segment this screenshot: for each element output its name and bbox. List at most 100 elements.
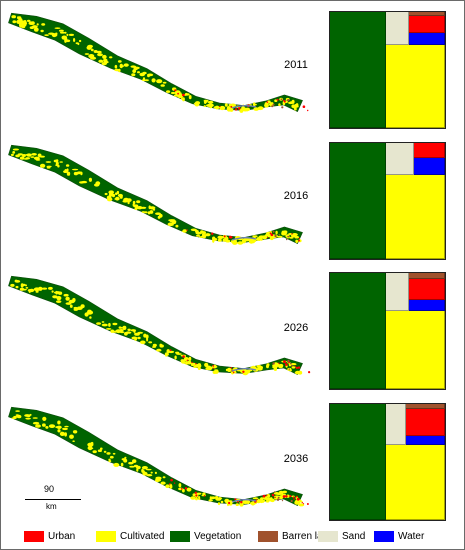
region-cultivated bbox=[33, 27, 39, 32]
region-urban bbox=[203, 495, 206, 497]
region-cultivated bbox=[96, 322, 102, 325]
region-cultivated bbox=[206, 365, 211, 368]
region-cultivated bbox=[101, 323, 108, 327]
region-water bbox=[231, 237, 257, 241]
region-cultivated bbox=[48, 424, 56, 428]
region-cultivated bbox=[142, 77, 146, 81]
region-barren-land bbox=[290, 499, 293, 503]
region-cultivated bbox=[182, 488, 185, 493]
region-barren-land bbox=[272, 103, 275, 106]
region-cultivated bbox=[154, 471, 157, 475]
region-cultivated bbox=[162, 81, 167, 84]
region-cultivated bbox=[226, 107, 232, 112]
region-cultivated bbox=[55, 290, 58, 295]
region-cultivated bbox=[39, 155, 45, 158]
region-barren-land bbox=[278, 233, 280, 236]
region-cultivated bbox=[145, 334, 149, 339]
region-urban bbox=[301, 502, 303, 504]
scale-bar-value: 90 bbox=[44, 484, 55, 494]
region-cultivated bbox=[31, 153, 37, 156]
region-cultivated bbox=[190, 228, 197, 231]
region-urban bbox=[180, 488, 183, 490]
region-cultivated bbox=[131, 73, 136, 77]
region-cultivated bbox=[298, 370, 303, 375]
region-cultivated bbox=[54, 27, 61, 30]
region-cultivated bbox=[96, 50, 102, 54]
region-cultivated bbox=[97, 449, 102, 452]
region-cultivated bbox=[123, 63, 129, 67]
region-cultivated bbox=[194, 101, 201, 105]
region-cultivated bbox=[108, 458, 111, 461]
region-urban bbox=[285, 363, 288, 366]
region-cultivated bbox=[246, 500, 250, 505]
region-urban bbox=[297, 366, 300, 369]
region-cultivated bbox=[117, 60, 122, 63]
region-cultivated bbox=[119, 65, 125, 67]
region-cultivated bbox=[133, 332, 141, 336]
region-urban bbox=[174, 482, 176, 484]
region-cultivated bbox=[155, 476, 162, 480]
region-cultivated bbox=[139, 72, 145, 77]
region-cultivated bbox=[207, 100, 214, 104]
region-barren-land bbox=[280, 98, 283, 101]
treemap-2036 bbox=[329, 403, 446, 521]
region-cultivated bbox=[272, 364, 277, 368]
region-cultivated bbox=[267, 235, 271, 238]
region-cultivated bbox=[224, 103, 228, 107]
region-cultivated bbox=[213, 106, 220, 109]
region-cultivated bbox=[152, 208, 156, 211]
region-barren-land bbox=[287, 359, 290, 363]
region-cultivated bbox=[65, 39, 71, 43]
region-cultivated bbox=[217, 235, 224, 240]
region-barren-land bbox=[274, 234, 277, 238]
region-cultivated bbox=[156, 348, 162, 352]
region-cultivated bbox=[12, 20, 17, 24]
region-cultivated bbox=[180, 359, 185, 363]
legend-swatch-cultivated bbox=[96, 530, 116, 542]
region-cultivated bbox=[66, 171, 71, 176]
region-urban bbox=[195, 363, 197, 365]
region-cultivated bbox=[298, 500, 303, 503]
region-urban bbox=[307, 109, 309, 112]
region-cultivated bbox=[278, 365, 283, 369]
region-cultivated bbox=[61, 35, 68, 40]
region-barren-land bbox=[271, 105, 274, 108]
region-cultivated bbox=[103, 450, 107, 453]
region-cultivated bbox=[35, 290, 39, 293]
region-cultivated bbox=[294, 107, 297, 111]
region-cultivated bbox=[226, 367, 232, 372]
treemap-cell-vegetation bbox=[330, 404, 386, 520]
region-cultivated bbox=[298, 503, 305, 507]
region-cultivated bbox=[114, 198, 120, 200]
region-urban bbox=[278, 362, 280, 364]
region-cultivated bbox=[115, 192, 118, 195]
region-urban bbox=[302, 105, 306, 108]
region-cultivated bbox=[151, 78, 156, 83]
land-cover-map-2036 bbox=[8, 406, 309, 507]
region-cultivated bbox=[119, 331, 125, 334]
region-cultivated bbox=[147, 73, 154, 77]
year-label-2036: 2036 bbox=[283, 453, 309, 465]
region-cultivated bbox=[188, 95, 192, 100]
region-urban bbox=[293, 498, 295, 500]
treemap-cell-water bbox=[409, 33, 445, 45]
region-cultivated bbox=[19, 156, 25, 160]
region-urban bbox=[213, 367, 215, 369]
region-cultivated bbox=[15, 410, 20, 412]
region-cultivated bbox=[21, 288, 27, 291]
region-cultivated bbox=[182, 97, 185, 102]
legend-label-barren-land: Barren land bbox=[282, 530, 334, 542]
region-cultivated bbox=[146, 474, 153, 477]
treemap-cell-urban bbox=[406, 409, 445, 436]
region-urban bbox=[182, 93, 185, 97]
region-cultivated bbox=[145, 468, 152, 471]
region-urban bbox=[306, 503, 309, 505]
region-cultivated bbox=[55, 164, 58, 167]
region-cultivated bbox=[55, 32, 58, 35]
region-cultivated bbox=[269, 235, 274, 241]
scale-bar-unit: km bbox=[46, 502, 57, 511]
region-cultivated bbox=[160, 481, 166, 485]
region-cultivated bbox=[210, 496, 216, 500]
treemap-cell-water bbox=[409, 300, 445, 311]
region-cultivated bbox=[73, 308, 79, 311]
